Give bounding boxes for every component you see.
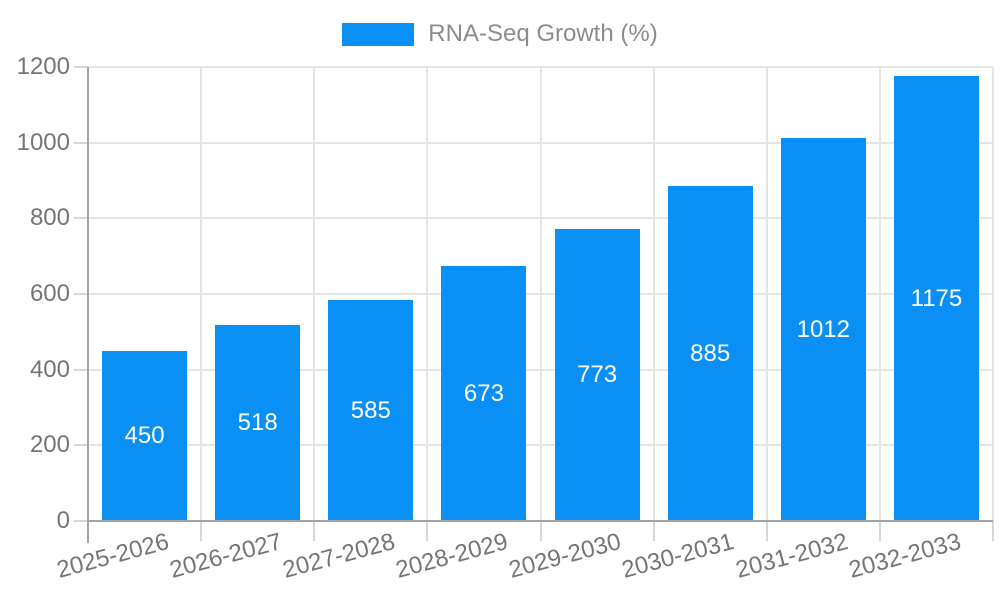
x-axis-tick <box>878 521 881 541</box>
bar: 450 <box>102 351 188 521</box>
bar: 518 <box>215 325 301 521</box>
x-axis-tick <box>652 521 655 541</box>
y-tick-label: 400 <box>29 355 70 383</box>
x-axis-tick <box>200 521 203 541</box>
x-grid-line <box>765 67 768 521</box>
x-grid-line <box>539 67 542 521</box>
y-axis-tick <box>74 444 88 447</box>
bar-value-label: 673 <box>463 379 504 407</box>
y-axis-line <box>87 67 89 543</box>
y-axis-tick <box>74 141 88 144</box>
y-axis-tick <box>74 368 88 371</box>
y-tick-label: 0 <box>56 507 70 534</box>
bar-value-label: 585 <box>350 396 391 424</box>
bar: 885 <box>667 186 753 521</box>
x-grid-line <box>652 67 655 521</box>
y-tick-label: 200 <box>29 431 70 459</box>
bar-value-label: 773 <box>577 361 618 388</box>
bar: 585 <box>328 300 414 521</box>
bar-value-label: 450 <box>124 422 165 449</box>
y-tick-label: 1200 <box>16 53 70 80</box>
x-grid-line <box>992 67 994 521</box>
x-tick-label-text: 2032-2033 <box>845 528 964 584</box>
x-axis-tick <box>992 521 994 541</box>
y-axis-tick <box>74 217 88 220</box>
bar: 773 <box>554 229 640 521</box>
y-axis-tick <box>74 66 88 68</box>
x-axis-tick <box>313 521 316 541</box>
bar: 673 <box>441 266 527 521</box>
x-axis-tick <box>765 521 768 541</box>
bar: 1012 <box>780 138 866 521</box>
y-axis-tick <box>74 293 88 295</box>
legend-item[interactable]: RNA-Seq Growth (%) <box>0 20 1000 48</box>
y-tick-label: 600 <box>29 280 70 307</box>
x-axis-tick <box>426 521 429 541</box>
y-tick-label: 1000 <box>16 128 70 156</box>
x-grid-line <box>313 67 316 521</box>
legend-label: RNA-Seq Growth (%) <box>428 20 658 47</box>
bar-value-label: 1175 <box>910 284 963 312</box>
y-tick-label: 800 <box>29 204 70 232</box>
x-grid-line <box>426 67 429 521</box>
x-axis-tick <box>539 521 542 541</box>
legend-swatch <box>342 22 415 46</box>
x-tick-label: 2032-2033 <box>556 528 964 584</box>
bar-value-label: 885 <box>690 339 731 367</box>
y-axis-tick <box>74 520 88 522</box>
bar-value-label: 518 <box>237 409 278 436</box>
x-grid-line <box>878 67 881 521</box>
bar: 1175 <box>893 76 979 521</box>
x-grid-line <box>200 67 203 521</box>
plot-area: 0 200 400 600 800 1000 1200 450 518 585 673 773 885 1… <box>17 53 994 584</box>
x-axis-line <box>87 520 993 522</box>
bar-value-label: 1012 <box>796 315 850 343</box>
